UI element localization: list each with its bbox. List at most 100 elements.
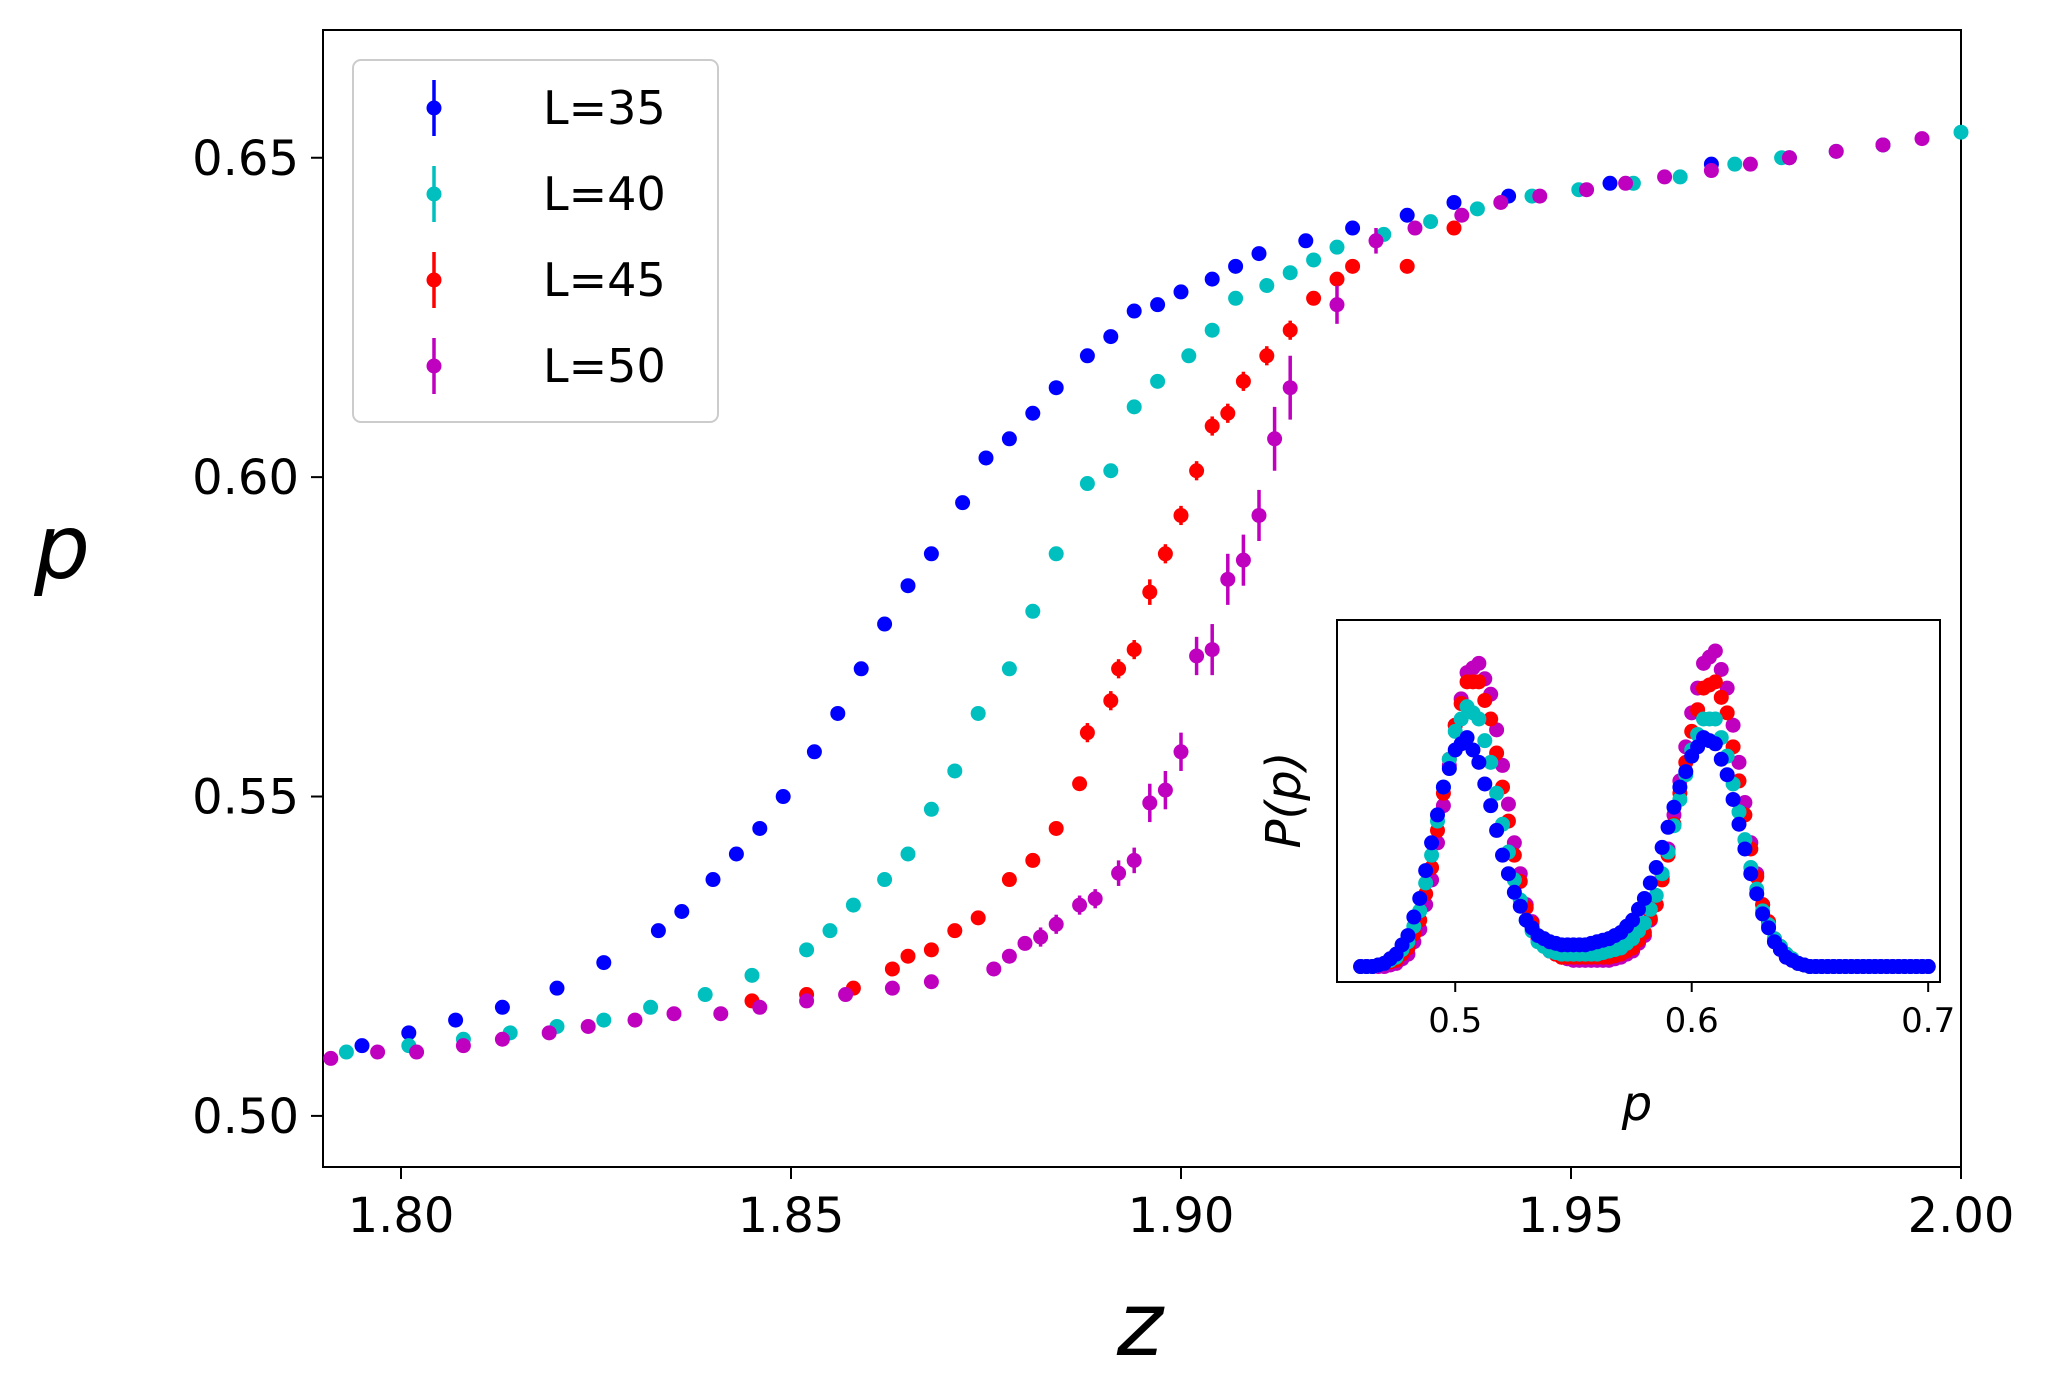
data-point	[1189, 648, 1205, 664]
data-point	[1399, 207, 1415, 223]
data-point	[1001, 431, 1017, 447]
data-point	[1072, 776, 1088, 792]
data-point	[799, 942, 815, 958]
legend-entry: L=35	[426, 80, 666, 136]
data-point	[970, 910, 986, 926]
data-point	[1345, 220, 1361, 236]
legend-label: L=40	[543, 167, 666, 221]
data-point	[1025, 603, 1041, 619]
data-point	[1579, 182, 1595, 198]
data-point	[838, 987, 854, 1003]
data-point	[978, 450, 994, 466]
data-point	[1079, 725, 1095, 741]
inset-data-point	[1418, 863, 1434, 879]
data-point	[744, 967, 760, 983]
main-axes: 1.80 1.85 1.90 1.95 2.00 0.50 0.55 0.60 0.65	[192, 131, 2014, 1244]
inset-data-point	[1471, 674, 1487, 690]
y-tick-label: 0.55	[192, 770, 299, 826]
data-point	[1446, 194, 1462, 210]
data-point	[970, 705, 986, 721]
y-tick-label: 0.50	[192, 1089, 299, 1145]
data-point	[494, 999, 510, 1015]
inset-data-point	[1424, 847, 1440, 863]
data-point	[923, 546, 939, 562]
data-point	[338, 1044, 354, 1060]
series-l-50	[323, 131, 1930, 1066]
inset-data-point	[1435, 779, 1451, 795]
data-point	[1703, 163, 1719, 179]
inset-data-point	[1713, 689, 1729, 705]
inset-data-point	[1648, 860, 1664, 876]
inset-data-point	[1424, 835, 1440, 851]
y-tick-label: 0.65	[192, 131, 299, 187]
inset-data-point	[1920, 959, 1936, 975]
data-point	[1228, 290, 1244, 306]
data-point	[494, 1031, 510, 1047]
data-point	[1672, 169, 1688, 185]
data-point	[1306, 290, 1322, 306]
inset-data-point	[1477, 692, 1493, 708]
data-point	[1173, 284, 1189, 300]
data-point	[1259, 348, 1275, 364]
inset-data-point	[1731, 754, 1747, 770]
data-point	[1228, 258, 1244, 274]
data-point	[1742, 156, 1758, 172]
inset-data-point	[1666, 799, 1682, 815]
data-point	[1368, 233, 1384, 249]
x-tick-label: 1.90	[1128, 1188, 1235, 1244]
data-point	[1235, 373, 1251, 389]
legend-label: L=35	[543, 81, 666, 135]
main-series-group	[323, 124, 1969, 1066]
data-point	[1001, 948, 1017, 964]
data-point	[845, 897, 861, 913]
data-point	[1267, 431, 1283, 447]
data-point	[1220, 571, 1236, 587]
data-point	[1618, 175, 1634, 191]
inset-data-point	[1495, 847, 1511, 863]
inset-data-point	[1731, 804, 1747, 820]
inset-data-point	[1707, 711, 1723, 727]
inset-data-point	[1400, 928, 1416, 944]
data-point	[947, 763, 963, 779]
inset-data-point	[1430, 807, 1445, 823]
data-point	[1126, 303, 1142, 319]
x-axis-title: z	[1116, 1273, 1165, 1376]
data-point	[370, 1044, 386, 1060]
data-point	[1259, 278, 1275, 294]
data-point	[830, 705, 846, 721]
inset-x-axis-title: p	[1621, 1076, 1652, 1132]
inset-series-l-35	[1353, 730, 1936, 975]
data-point	[1204, 322, 1220, 338]
data-point	[643, 999, 659, 1015]
inset-data-point	[1648, 887, 1664, 903]
inset-data-point	[1707, 736, 1723, 752]
data-point	[752, 820, 768, 836]
x-tick-label: 1.95	[1518, 1188, 1625, 1244]
legend-marker	[426, 100, 442, 116]
inset-data-point	[1725, 717, 1741, 733]
data-point	[1532, 188, 1548, 204]
data-point	[947, 923, 963, 939]
data-point	[1446, 220, 1462, 236]
data-point	[877, 616, 893, 632]
data-point	[1220, 405, 1236, 421]
data-point	[1157, 782, 1173, 798]
data-point	[1142, 584, 1158, 600]
data-point	[409, 1044, 425, 1060]
y-axis-title: p	[33, 496, 90, 599]
legend-entry: L=45	[426, 252, 666, 308]
data-point	[1282, 265, 1298, 281]
inset-data-point	[1725, 791, 1741, 807]
y-tick-label: 0.60	[192, 450, 299, 506]
inset-data-point	[1447, 723, 1463, 739]
data-point	[900, 948, 916, 964]
data-point	[1329, 239, 1345, 255]
data-point	[1953, 124, 1969, 140]
data-point	[1423, 214, 1439, 230]
inset-data-point	[1737, 841, 1753, 857]
inset-data-point	[1660, 819, 1676, 835]
data-point	[853, 661, 869, 677]
data-point	[923, 942, 939, 958]
data-point	[1001, 872, 1017, 888]
